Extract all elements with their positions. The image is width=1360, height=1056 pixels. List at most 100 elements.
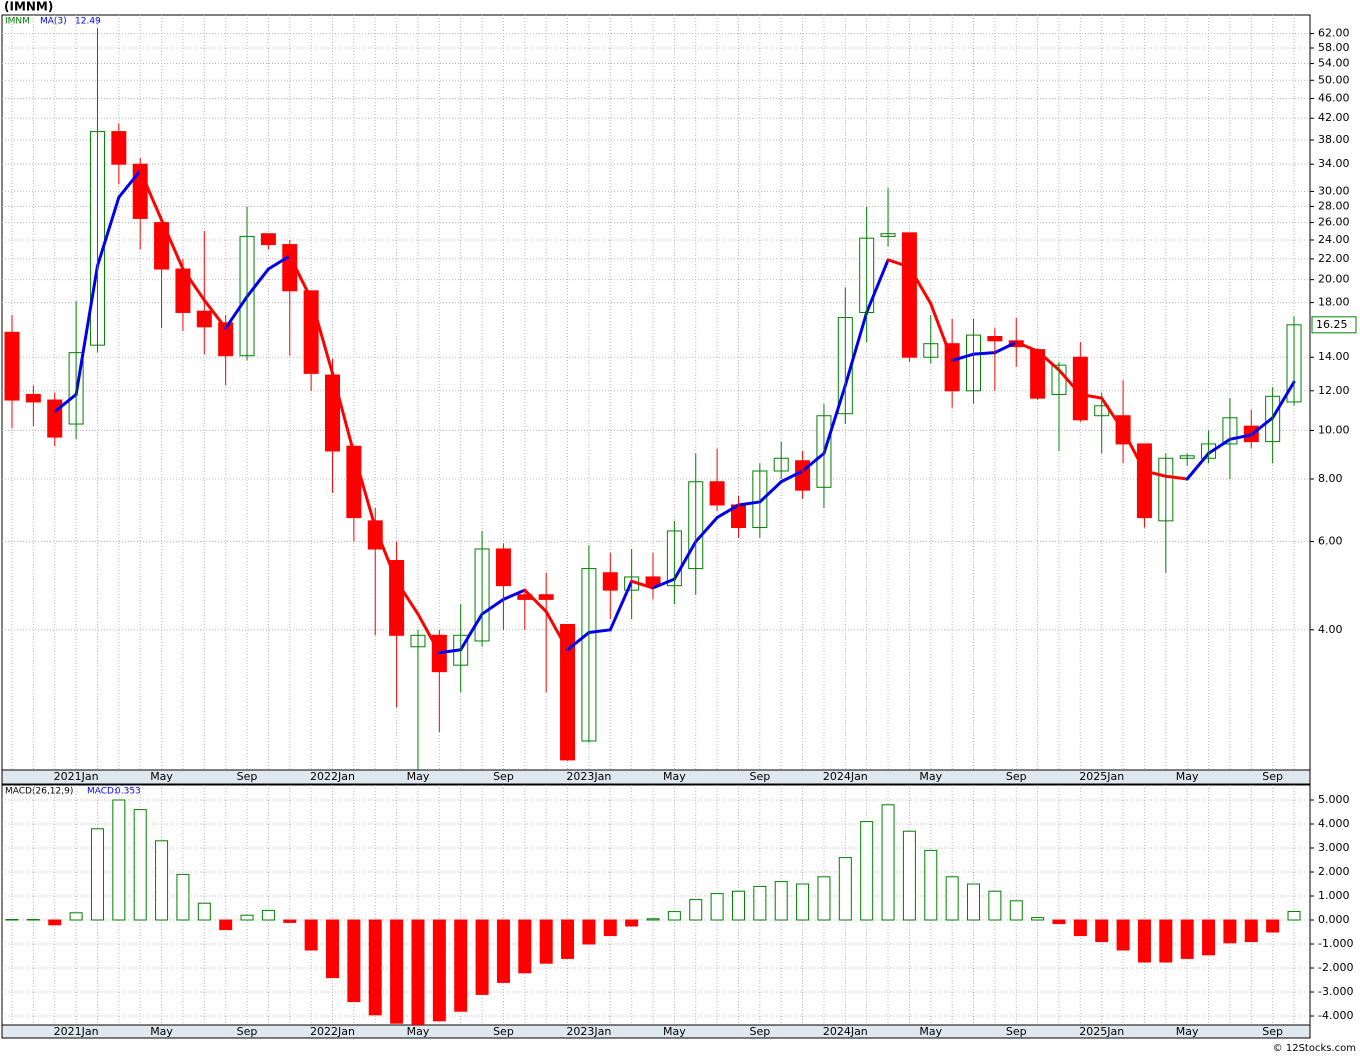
ma-line [587, 628, 612, 635]
ma-line [523, 588, 548, 614]
macd-bar [731, 890, 745, 921]
macd-bar [90, 828, 104, 921]
macd-bar [48, 919, 62, 926]
y-tick-label: 30.00 [1318, 184, 1350, 197]
macd-bar [753, 885, 767, 921]
y-tick-label: 12.00 [1318, 384, 1350, 397]
x-tick-label: May [1176, 770, 1199, 783]
macd-bar [625, 919, 639, 927]
x-tick-label: May [150, 770, 173, 783]
y-tick-label: 1.000 [1318, 889, 1350, 902]
ma-line [672, 540, 698, 581]
macd-bar [603, 919, 617, 937]
macd-bar [667, 911, 681, 921]
y-tick-label: -1.000 [1318, 937, 1353, 950]
ma-line [395, 579, 420, 616]
macd-bar [390, 919, 404, 1024]
macd-bar [347, 919, 361, 1003]
macd-bar [945, 876, 959, 921]
ma-line [1121, 428, 1146, 473]
y-tick-label: 2.000 [1318, 865, 1350, 878]
ma-line [331, 371, 356, 455]
x-tick-label: 2022Jan [310, 770, 355, 783]
ma-line [1271, 380, 1296, 420]
macd-bar [454, 919, 468, 1012]
ma-line [1100, 396, 1125, 432]
y-tick-label: 6.00 [1318, 535, 1343, 548]
x-tick-label: May [919, 770, 942, 783]
macd-bar [112, 799, 126, 921]
last-price-box [1311, 316, 1357, 334]
y-tick-label: 42.00 [1318, 111, 1350, 124]
ma-line [822, 383, 847, 455]
macd-bar [561, 919, 575, 959]
y-tick-label: 46.00 [1318, 91, 1350, 104]
ma-line [886, 258, 911, 269]
macd-bar [539, 919, 553, 964]
macd-bar [496, 919, 510, 983]
y-tick-label: -2.000 [1318, 961, 1353, 974]
x-tick-label: Sep [749, 770, 770, 783]
ma-line [929, 302, 954, 362]
ma-line [138, 169, 164, 222]
y-tick-label: 26.00 [1318, 216, 1350, 229]
macd-bar [176, 873, 190, 921]
y-tick-label: 14.00 [1318, 350, 1350, 363]
ma-line [74, 264, 99, 396]
macd-bar [475, 919, 489, 995]
ma-line [309, 297, 335, 375]
macd-bar [1223, 919, 1237, 944]
x-tick-label: 2023Jan [566, 1025, 611, 1038]
macd-bar [1095, 919, 1109, 943]
macd-bar [1202, 919, 1216, 956]
x-tick-label: May [919, 1025, 942, 1038]
y-tick-label: 18.00 [1318, 296, 1350, 309]
macd-bar [988, 890, 1002, 921]
macd-bar [1159, 919, 1173, 963]
ma-line [779, 469, 805, 484]
macd-bar [774, 881, 788, 921]
ma-line [566, 631, 591, 652]
macd-bar [1287, 911, 1301, 921]
x-tick-label: 2025Jan [1079, 1025, 1124, 1038]
ma-line [160, 218, 185, 271]
ma-line [1185, 451, 1211, 481]
ma-line [651, 577, 676, 590]
x-tick-label: 2023Jan [566, 770, 611, 783]
footer: © 12Stocks.com [1273, 1043, 1356, 1054]
y-tick-label: 24.00 [1318, 233, 1350, 246]
y-tick-label: 5.000 [1318, 793, 1350, 806]
legend-series: IMNM [5, 17, 30, 27]
ma-line [758, 480, 783, 504]
y-tick-label: 28.00 [1318, 199, 1350, 212]
x-tick-label: May [150, 1025, 173, 1038]
macd-bar [1137, 919, 1151, 963]
macd-bar [1031, 917, 1045, 921]
y-tick-label: 50.00 [1318, 73, 1350, 86]
macd-bar [924, 849, 938, 921]
macd-bar [817, 876, 831, 921]
y-tick-label: 8.00 [1318, 472, 1343, 485]
macd-bar [710, 893, 724, 921]
y-tick-label: 58.00 [1318, 41, 1350, 54]
ma-line [1078, 392, 1104, 400]
ma-line [1014, 340, 1040, 353]
macd-bar [902, 830, 916, 921]
ma-line [480, 597, 505, 616]
x-tick-label: May [663, 770, 686, 783]
x-tick-label: 2021Jan [54, 1025, 99, 1038]
macd-bar [368, 919, 382, 1016]
ma-line [459, 612, 484, 652]
date-strip [1, 1024, 1311, 1039]
macd-bar [219, 919, 233, 931]
macd-bar [240, 914, 254, 921]
macd-bar [411, 919, 425, 1025]
ma-line [972, 351, 997, 356]
ma-line [1207, 437, 1232, 455]
macd-bar [796, 883, 810, 921]
macd-bar [432, 919, 446, 1022]
macd-bar [133, 809, 147, 921]
macd-bar [197, 902, 211, 921]
macd-bar [1073, 919, 1087, 937]
macd-bar [69, 912, 83, 921]
